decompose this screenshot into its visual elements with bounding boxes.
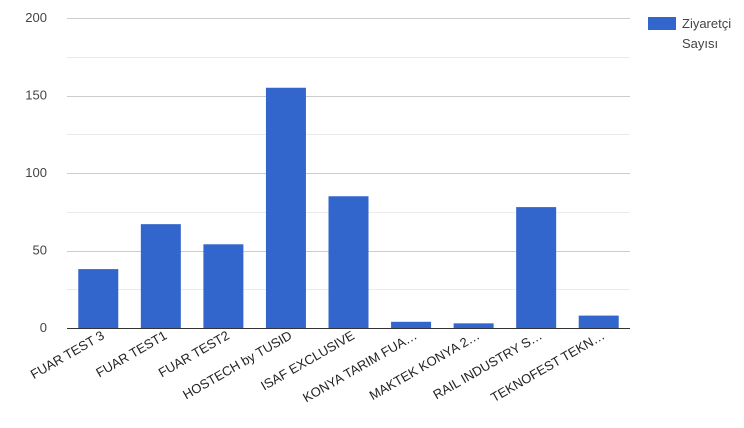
bar[interactable] [328, 196, 369, 328]
bar[interactable] [516, 207, 557, 328]
bar[interactable] [203, 244, 244, 328]
y-tick-label: 50 [33, 243, 47, 258]
bar[interactable] [578, 315, 619, 328]
y-tick-label: 200 [25, 10, 47, 25]
x-tick-label: FUAR TEST 3 [28, 328, 107, 382]
legend-label: Ziyaretçi Sayısı [682, 16, 732, 51]
legend-swatch [648, 17, 676, 30]
x-tick-label: TEKNOFEST TEKN… [488, 328, 607, 405]
bar[interactable] [78, 269, 119, 328]
y-axis-ticks: 0 50 100 150 200 [25, 10, 47, 335]
x-tick-label: KONYA TARIM FUA… [300, 328, 419, 406]
y-tick-label: 150 [25, 88, 47, 103]
x-tick-label: HOSTECH by TUSID [180, 328, 294, 403]
bar[interactable] [453, 323, 494, 328]
bar[interactable] [140, 224, 181, 328]
bar[interactable] [391, 321, 432, 328]
x-tick-label: MAKTEK KONYA 2… [367, 328, 483, 403]
bar[interactable] [265, 87, 306, 328]
y-tick-label: 100 [25, 165, 47, 180]
y-tick-label: 0 [40, 320, 47, 335]
x-tick-label: RAIL INDUSTRY S… [430, 328, 544, 403]
bars [78, 87, 619, 328]
